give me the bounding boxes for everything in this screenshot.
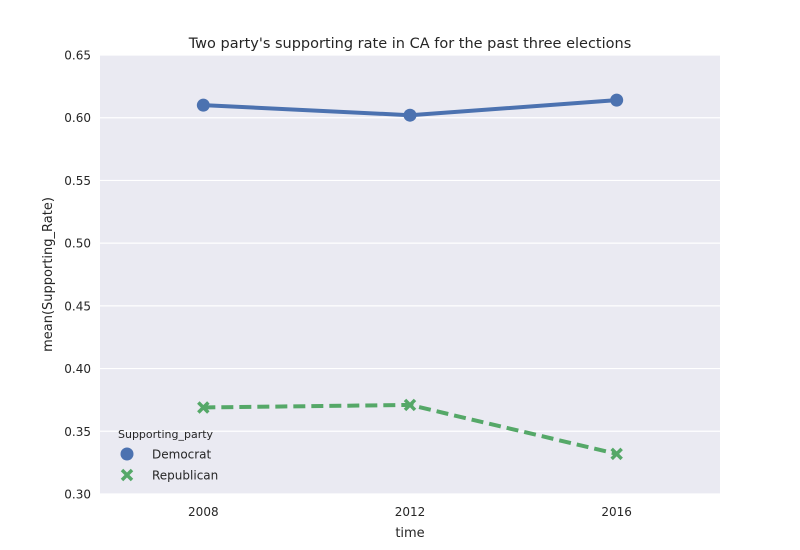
plot-area <box>100 55 720 494</box>
y-tick-label: 0.40 <box>64 362 91 376</box>
legend-title: Supporting_party <box>118 428 214 441</box>
y-tick-label: 0.35 <box>64 425 91 439</box>
legend-label-republican: Republican <box>152 469 218 483</box>
chart-title: Two party's supporting rate in CA for th… <box>188 36 632 52</box>
series-layer <box>196 93 624 461</box>
y-tick-label: 0.30 <box>64 488 91 502</box>
y-tick-label: 0.55 <box>64 174 91 188</box>
y-tick-label: 0.60 <box>64 111 91 125</box>
y-tick-label: 0.65 <box>64 49 91 63</box>
y-tick-label: 0.50 <box>64 237 91 251</box>
legend-label-democrat: Democrat <box>152 448 212 462</box>
y-tick-labels: 0.30 0.35 0.40 0.45 0.50 0.55 0.60 0.65 <box>64 49 91 502</box>
grid <box>100 54 720 495</box>
y-tick-label: 0.45 <box>64 299 91 313</box>
x-tick-label: 2008 <box>188 505 219 519</box>
x-tick-label: 2012 <box>395 505 426 519</box>
data-point-democrat <box>403 108 417 122</box>
data-point-democrat <box>196 98 210 112</box>
legend: Supporting_party Democrat Republican <box>118 428 218 483</box>
legend-marker-republican <box>120 468 134 482</box>
x-axis-label: time <box>395 526 424 541</box>
data-point-republican <box>197 401 210 414</box>
legend-marker-democrat <box>120 447 134 461</box>
x-tick-labels: 2008 2012 2016 <box>188 505 632 519</box>
y-axis-label: mean(Supporting_Rate) <box>41 197 56 352</box>
data-point-republican <box>403 398 417 412</box>
data-point-democrat <box>610 93 624 107</box>
x-tick-label: 2016 <box>601 505 632 519</box>
data-point-republican <box>610 447 623 461</box>
